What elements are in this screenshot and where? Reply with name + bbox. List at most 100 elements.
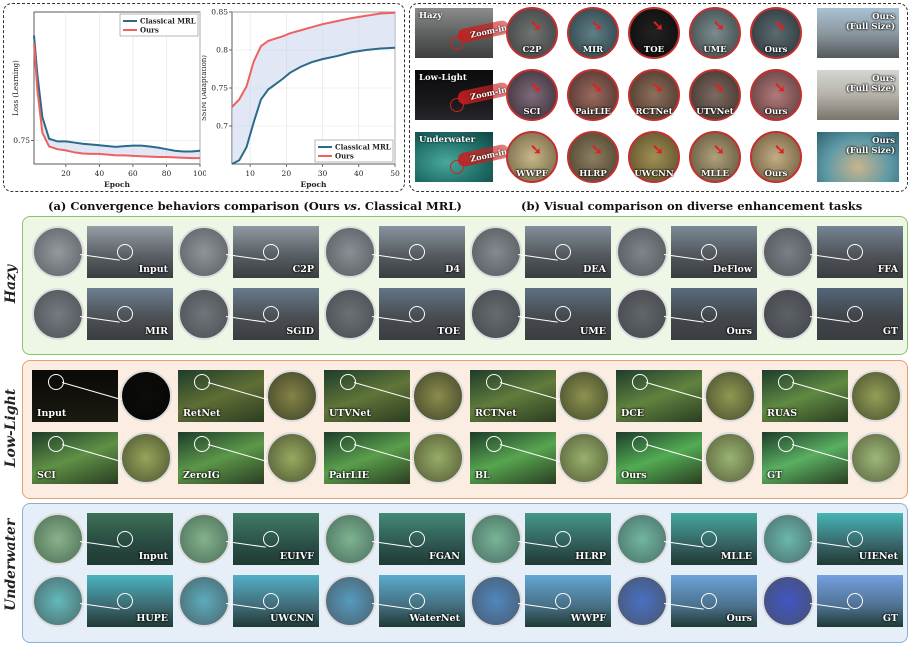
result-image: GT bbox=[817, 575, 903, 627]
result-pair-mir: MIR bbox=[32, 288, 173, 340]
result-pair-gt: GT bbox=[762, 288, 903, 340]
result-pair-ours: Ours bbox=[616, 288, 757, 340]
zoom-crop bbox=[704, 432, 756, 484]
result-pair-dea: DEA bbox=[470, 226, 611, 278]
visual-crop-label: C2P bbox=[522, 45, 542, 55]
visual-full-size: Ours (Full Size) bbox=[817, 70, 899, 120]
zoom-region-marker bbox=[632, 436, 648, 452]
zoom-region-marker bbox=[778, 436, 794, 452]
method-label: UIENet bbox=[858, 551, 898, 562]
visual-crop-hlrp: ➘ HLRP bbox=[567, 131, 619, 183]
result-pair-input: Input bbox=[32, 370, 172, 422]
red-arrow-icon: ➘ bbox=[591, 142, 603, 158]
zoom-crop bbox=[324, 513, 376, 565]
zoom-region-marker bbox=[701, 593, 717, 609]
result-pair-ffa: FFA bbox=[762, 226, 903, 278]
visual-crop-rctnet: ➘ RCTNet bbox=[628, 69, 680, 121]
visual-crop-c2p: ➘ C2P bbox=[506, 7, 558, 59]
result-pair-input: Input bbox=[32, 513, 173, 565]
series-line-classical-mrl bbox=[33, 35, 201, 153]
method-label: Input bbox=[37, 408, 67, 419]
zoom-crop bbox=[762, 513, 814, 565]
visual-crop-label: UWCNN bbox=[634, 169, 674, 179]
x-axis-label: Epoch bbox=[301, 180, 328, 189]
result-image: Input bbox=[87, 513, 173, 565]
zoom-crop bbox=[762, 575, 814, 627]
zoom-region-marker bbox=[194, 374, 210, 390]
result-pair-sgid: SGID bbox=[178, 288, 319, 340]
result-image: HLRP bbox=[525, 513, 611, 565]
result-image: SGID bbox=[233, 288, 319, 340]
zoom-crop bbox=[178, 288, 230, 340]
visual-crop-label: Ours bbox=[764, 45, 788, 55]
series-line-ours bbox=[231, 11, 396, 108]
red-arrow-icon: ➘ bbox=[774, 80, 786, 96]
result-pair-hlrp: HLRP bbox=[470, 513, 611, 565]
method-label: UWCNN bbox=[270, 613, 314, 624]
visual-crop-pairlie: ➘ PairLIE bbox=[567, 69, 619, 121]
result-image: DeFlow bbox=[671, 226, 757, 278]
zoom-crop bbox=[32, 575, 84, 627]
loss-chart: 20 40 60 80 100 0.75 Epoch Loss (Learning) Class… bbox=[12, 11, 206, 189]
method-label: DeFlow bbox=[712, 264, 752, 275]
method-label: HUPE bbox=[136, 613, 168, 624]
y-axis-label: Loss (Learning) bbox=[12, 60, 20, 116]
visual-crop-label: SCI bbox=[523, 107, 541, 117]
zoom-crop bbox=[470, 288, 522, 340]
y-tick-label: 0.85 bbox=[211, 8, 228, 17]
result-pair-ours: Ours bbox=[616, 432, 756, 484]
zoom-region-marker bbox=[847, 244, 863, 260]
y-tick-label: 0.75 bbox=[211, 84, 228, 93]
visual-crop-label: HLRP bbox=[579, 169, 607, 179]
x-tick-label: 20 bbox=[282, 169, 292, 178]
result-pair-d4: D4 bbox=[324, 226, 465, 278]
result-pair-sci: SCI bbox=[32, 432, 172, 484]
red-arrow-icon: ➘ bbox=[591, 18, 603, 34]
x-tick-label: 60 bbox=[128, 169, 138, 178]
visual-crop-mlle: ➘ MLLE bbox=[689, 131, 741, 183]
legend bbox=[119, 13, 199, 37]
visual-full-size: Ours (Full Size) bbox=[817, 132, 899, 182]
zoom-region-marker bbox=[263, 244, 279, 260]
result-image: PairLIE bbox=[324, 432, 410, 484]
zoom-region-marker bbox=[48, 436, 64, 452]
red-arrow-icon: ➘ bbox=[530, 80, 542, 96]
visual-crop-label: PairLIE bbox=[575, 107, 611, 117]
zoom-region-marker bbox=[701, 531, 717, 547]
zoom-region-marker bbox=[701, 244, 717, 260]
result-image: RCTNet bbox=[470, 370, 556, 422]
zoom-region-marker bbox=[847, 531, 863, 547]
method-label: D4 bbox=[445, 264, 460, 275]
visual-full-size: Ours (Full Size) bbox=[817, 8, 899, 58]
method-label: DCE bbox=[621, 408, 645, 419]
y-tick-label: 0.8 bbox=[216, 46, 228, 55]
visual-crop-label: WWPF bbox=[516, 169, 548, 179]
visual-source-label: Low-Light bbox=[419, 73, 467, 83]
zoom-region-marker bbox=[263, 531, 279, 547]
x-tick-label: 100 bbox=[193, 169, 206, 178]
x-tick-label: 40 bbox=[354, 169, 364, 178]
result-pair-ruas: RUAS bbox=[762, 370, 902, 422]
result-pair-input: Input bbox=[32, 226, 173, 278]
result-pair-retnet: RetNet bbox=[178, 370, 318, 422]
zoom-crop bbox=[470, 513, 522, 565]
result-pair-gt: GT bbox=[762, 575, 903, 627]
method-label: Input bbox=[138, 264, 168, 275]
method-label: UME bbox=[579, 326, 606, 337]
result-image: GT bbox=[817, 288, 903, 340]
zoom-region-marker bbox=[632, 374, 648, 390]
gap-fill bbox=[34, 35, 200, 159]
zoom-region-marker bbox=[263, 593, 279, 609]
zoom-region-marker bbox=[486, 436, 502, 452]
zoom-region-marker bbox=[555, 593, 571, 609]
zoom-crop bbox=[850, 370, 902, 422]
full-size-label: Ours (Full Size) bbox=[845, 74, 895, 94]
zoom-region-marker bbox=[555, 244, 571, 260]
result-image: FGAN bbox=[379, 513, 465, 565]
method-label: ZeroIG bbox=[183, 470, 220, 481]
result-image: MLLE bbox=[671, 513, 757, 565]
red-arrow-icon: ➘ bbox=[591, 80, 603, 96]
result-pair-zeroig: ZeroIG bbox=[178, 432, 318, 484]
visual-crop-label: UTVNet bbox=[696, 107, 734, 117]
method-label: Ours bbox=[726, 326, 752, 337]
